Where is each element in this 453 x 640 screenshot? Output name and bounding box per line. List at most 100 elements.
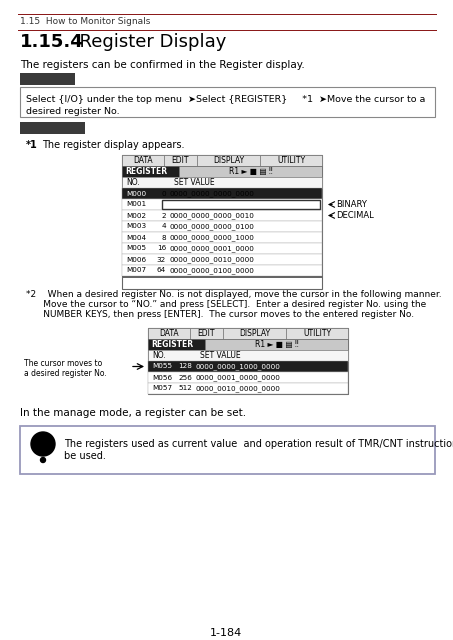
Bar [286, 328, 348, 339]
Text: 0000_0000_0010_0000: 0000_0000_0010_0000 [170, 256, 255, 263]
Text: DATA: DATA [133, 156, 153, 165]
Text: The registers used as current value  and operation result of TMR/CNT instruction: The registers used as current value and … [64, 439, 453, 449]
Text: 1: 1 [161, 202, 166, 207]
Bar [122, 254, 322, 265]
Text: UTILITY: UTILITY [277, 156, 305, 165]
Text: UTILITY: UTILITY [303, 329, 331, 338]
Text: The cursor moves to: The cursor moves to [24, 358, 102, 367]
Bar [122, 221, 322, 232]
Bar [162, 200, 320, 209]
Text: Operation: Operation [22, 74, 73, 83]
Text: NUMBER KEYS, then press [ENTER].  The cursor moves to the entered register No.: NUMBER KEYS, then press [ENTER]. The cur… [26, 310, 414, 319]
Text: DISPLAY: DISPLAY [239, 329, 270, 338]
Text: M003: M003 [126, 223, 146, 230]
Text: M000: M000 [126, 191, 146, 196]
Text: R1 ► ■ ▤ ‼: R1 ► ■ ▤ ‼ [255, 340, 299, 349]
Bar [18, 30, 437, 31]
Text: 512: 512 [178, 385, 192, 392]
Text: M001: M001 [126, 202, 146, 207]
Text: 0: 0 [161, 191, 166, 196]
Text: 8: 8 [161, 234, 166, 241]
Text: SET VALUE: SET VALUE [200, 351, 241, 360]
Text: 0000_0000_0000_0010: 0000_0000_0000_0010 [170, 212, 255, 219]
Bar [164, 155, 197, 166]
Text: 4: 4 [161, 223, 166, 230]
Bar [122, 166, 179, 177]
Text: DISPLAY: DISPLAY [213, 156, 244, 165]
Bar [205, 339, 348, 350]
Text: Select {I/O} under the top menu  ➤Select {REGISTER}     *1  ➤Move the cursor to : Select {I/O} under the top menu ➤Select … [26, 95, 425, 104]
Text: NO.: NO. [152, 351, 166, 360]
Bar [148, 328, 348, 394]
Text: desired register No.: desired register No. [26, 107, 120, 116]
Bar [148, 339, 205, 350]
Text: 128: 128 [178, 364, 192, 369]
Text: M007: M007 [126, 268, 146, 273]
Text: The register display appears.: The register display appears. [42, 140, 184, 150]
Bar [148, 328, 190, 339]
Text: 32: 32 [157, 257, 166, 262]
Bar [260, 155, 322, 166]
Text: 0000_0000_0000_1000: 0000_0000_0000_1000 [170, 234, 255, 241]
Text: R1 ► ■ ▤ ‼: R1 ► ■ ▤ ‼ [229, 167, 272, 176]
Bar [122, 243, 322, 254]
Text: Explanation: Explanation [22, 124, 82, 132]
Text: The registers can be confirmed in the Register display.: The registers can be confirmed in the Re… [20, 60, 305, 70]
Text: 0000_0010_0000_0000: 0000_0010_0000_0000 [196, 385, 281, 392]
Text: be used.: be used. [64, 451, 106, 461]
Text: DECIMAL: DECIMAL [336, 211, 374, 220]
Bar [20, 87, 435, 117]
Text: 16: 16 [157, 246, 166, 252]
Bar [148, 372, 348, 383]
Text: DATA: DATA [159, 329, 179, 338]
Text: 2: 2 [161, 212, 166, 218]
Bar [148, 361, 348, 372]
Bar [122, 232, 322, 243]
Text: BINARY: BINARY [336, 200, 367, 209]
Text: *2    When a desired register No. is not displayed, move the cursor in the follo: *2 When a desired register No. is not di… [26, 290, 442, 299]
Text: EDIT: EDIT [198, 329, 215, 338]
Text: 0000_0000_0100_0000: 0000_0000_0100_0000 [170, 267, 255, 274]
Text: 0000_0000_1000_0000: 0000_0000_1000_0000 [196, 363, 281, 370]
Text: M055: M055 [152, 364, 172, 369]
Bar [122, 265, 322, 276]
Text: SET VALUE: SET VALUE [174, 178, 215, 187]
Text: Move the cursor to “NO.” and press [SELECT].  Enter a desired register No. using: Move the cursor to “NO.” and press [SELE… [26, 300, 426, 309]
Text: 1.15  How to Monitor Signals: 1.15 How to Monitor Signals [20, 17, 150, 26]
Bar [148, 350, 348, 361]
Bar [223, 328, 286, 339]
Text: EDIT: EDIT [172, 156, 189, 165]
Text: M056: M056 [152, 374, 172, 381]
Text: 0000_0001_0000_0000: 0000_0001_0000_0000 [196, 374, 281, 381]
Bar [122, 199, 322, 210]
Bar [197, 155, 260, 166]
Text: 0000_0000_0000_0100: 0000_0000_0000_0100 [170, 223, 255, 230]
Bar [20, 426, 435, 474]
Bar [122, 210, 322, 221]
Text: In the manage mode, a register can be set.: In the manage mode, a register can be se… [20, 408, 246, 418]
Bar [18, 14, 437, 15]
Text: 64: 64 [157, 268, 166, 273]
Circle shape [31, 432, 55, 456]
Text: M057: M057 [152, 385, 172, 392]
Text: REGISTER: REGISTER [125, 167, 167, 176]
Bar [20, 122, 85, 134]
Bar [190, 328, 223, 339]
Text: NOTE: NOTE [32, 441, 54, 447]
Text: REGISTER: REGISTER [151, 340, 193, 349]
Bar [179, 166, 322, 177]
Text: 256: 256 [178, 374, 192, 381]
Bar [122, 155, 164, 166]
Text: M006: M006 [126, 257, 146, 262]
Bar [20, 73, 75, 85]
Text: M004: M004 [126, 234, 146, 241]
Bar [122, 276, 322, 278]
Text: Register Display: Register Display [68, 33, 226, 51]
Text: *1: *1 [26, 140, 38, 150]
Circle shape [40, 458, 45, 463]
Text: 0000_0000_0000_0000: 0000_0000_0000_0000 [170, 190, 255, 197]
Text: 0000_0000_0001_0000: 0000_0000_0001_0000 [170, 245, 255, 252]
Text: a desired register No.: a desired register No. [24, 369, 107, 378]
Text: 1-184: 1-184 [210, 628, 242, 638]
Text: M005: M005 [126, 246, 146, 252]
